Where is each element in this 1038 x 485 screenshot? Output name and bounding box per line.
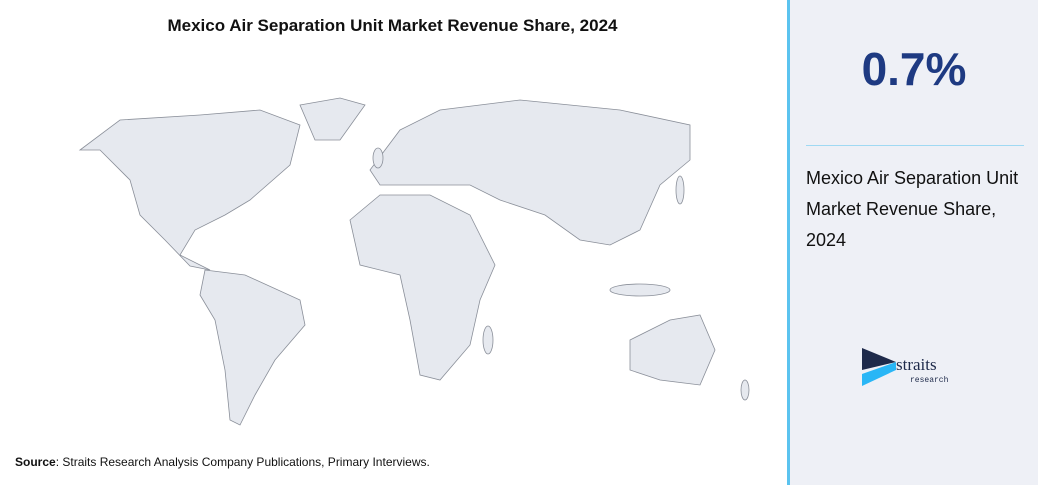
madagascar <box>482 325 494 355</box>
logo-icon <box>862 348 896 386</box>
uk <box>372 147 384 169</box>
source-text: : Straits Research Analysis Company Publ… <box>55 455 430 469</box>
north-america <box>78 109 301 271</box>
divider <box>806 145 1024 146</box>
japan <box>675 175 685 205</box>
indonesia <box>609 283 671 297</box>
logo-name: straits <box>896 355 937 374</box>
logo-tagline: research <box>910 376 949 385</box>
source-label: Source <box>15 455 56 469</box>
africa <box>349 194 496 381</box>
source: Source: Straits Research Analysis Compan… <box>15 455 430 469</box>
greenland <box>299 97 366 141</box>
stat-value: 0.7% <box>861 43 967 95</box>
australia <box>629 314 716 386</box>
world-map <box>78 97 750 426</box>
side-panel: 0.7% Mexico Air Separation Unit Market R… <box>787 0 1038 485</box>
new-zealand <box>740 379 750 401</box>
stat-label: Mexico Air Separation Unit Market Revenu… <box>806 168 1019 250</box>
eurasia <box>369 99 691 246</box>
south-america <box>199 269 306 426</box>
title: Mexico Air Separation Unit Market Revenu… <box>167 16 618 35</box>
